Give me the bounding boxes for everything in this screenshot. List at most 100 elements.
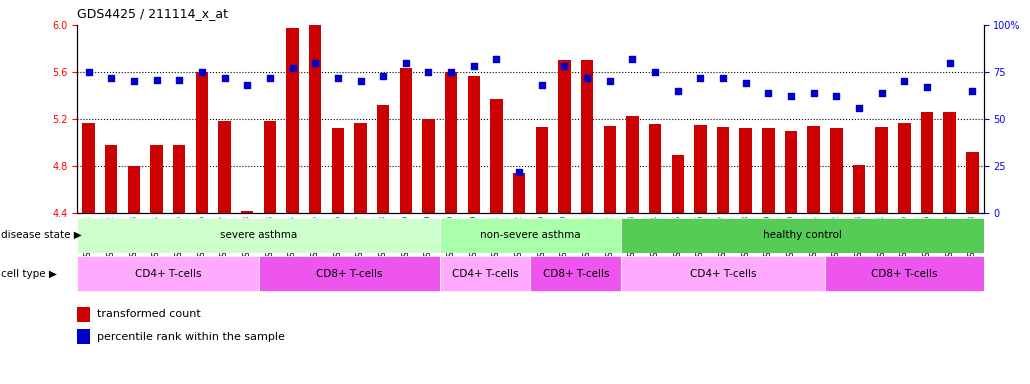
Point xyxy=(737,80,754,86)
Text: severe asthma: severe asthma xyxy=(219,230,297,240)
Point xyxy=(488,56,505,62)
Bar xyxy=(785,131,797,213)
Point xyxy=(443,69,459,75)
Point xyxy=(330,74,346,81)
Bar xyxy=(218,121,231,213)
Bar xyxy=(898,122,911,213)
Bar xyxy=(77,218,440,253)
Bar xyxy=(921,112,933,213)
Bar xyxy=(77,256,259,291)
Bar xyxy=(762,129,775,213)
Bar xyxy=(468,76,480,213)
Point xyxy=(941,60,958,66)
Text: non-severe asthma: non-severe asthma xyxy=(480,230,581,240)
Bar xyxy=(513,173,525,213)
Bar xyxy=(558,60,571,213)
Bar xyxy=(440,256,530,291)
Text: CD4+ T-cells: CD4+ T-cells xyxy=(135,268,201,279)
Bar xyxy=(309,25,321,213)
Text: CD8+ T-cells: CD8+ T-cells xyxy=(543,268,609,279)
Bar xyxy=(717,127,729,213)
Bar xyxy=(536,127,548,213)
Bar xyxy=(808,126,820,213)
Point xyxy=(873,89,890,96)
Point xyxy=(126,78,142,84)
Bar xyxy=(621,256,825,291)
Text: CD4+ T-cells: CD4+ T-cells xyxy=(452,268,518,279)
Point xyxy=(171,76,187,83)
Point xyxy=(284,65,301,71)
Point xyxy=(534,82,550,88)
Bar xyxy=(82,122,95,213)
Point xyxy=(692,74,709,81)
Bar xyxy=(286,28,299,213)
Text: cell type ▶: cell type ▶ xyxy=(1,268,57,279)
Bar xyxy=(445,72,457,213)
Bar xyxy=(400,68,412,213)
Point xyxy=(398,60,414,66)
Point xyxy=(760,89,777,96)
Point xyxy=(148,76,165,83)
Point xyxy=(624,56,641,62)
Point xyxy=(919,84,935,90)
Text: transformed count: transformed count xyxy=(97,310,201,319)
Text: CD8+ T-cells: CD8+ T-cells xyxy=(871,268,937,279)
Point xyxy=(511,169,527,175)
Text: disease state ▶: disease state ▶ xyxy=(1,230,81,240)
Bar xyxy=(649,124,661,213)
Point xyxy=(579,74,595,81)
Text: percentile rank within the sample: percentile rank within the sample xyxy=(97,332,285,342)
Point xyxy=(466,63,482,70)
Point xyxy=(964,88,981,94)
Point xyxy=(80,69,97,75)
Bar xyxy=(264,121,276,213)
Text: GDS4425 / 211114_x_at: GDS4425 / 211114_x_at xyxy=(77,7,229,20)
Bar xyxy=(422,119,435,213)
Bar xyxy=(196,72,208,213)
Bar xyxy=(530,256,621,291)
Bar xyxy=(825,256,984,291)
Text: CD4+ T-cells: CD4+ T-cells xyxy=(690,268,756,279)
Bar xyxy=(77,329,90,344)
Point xyxy=(602,78,618,84)
Point xyxy=(375,73,391,79)
Point xyxy=(647,69,663,75)
Point xyxy=(103,74,119,81)
Point xyxy=(352,78,369,84)
Bar xyxy=(621,218,984,253)
Bar xyxy=(354,122,367,213)
Bar xyxy=(241,211,253,213)
Point xyxy=(828,93,845,99)
Point xyxy=(851,105,867,111)
Bar xyxy=(150,145,163,213)
Text: healthy control: healthy control xyxy=(763,230,842,240)
Point xyxy=(194,69,210,75)
Point xyxy=(262,74,278,81)
Bar xyxy=(694,125,707,213)
Point xyxy=(805,89,822,96)
Point xyxy=(783,93,799,99)
Bar xyxy=(740,129,752,213)
Bar xyxy=(490,99,503,213)
Bar xyxy=(672,156,684,213)
Bar xyxy=(128,166,140,213)
Bar xyxy=(943,112,956,213)
Bar xyxy=(173,145,185,213)
Text: CD8+ T-cells: CD8+ T-cells xyxy=(316,268,382,279)
Bar xyxy=(876,127,888,213)
Bar xyxy=(77,307,90,322)
Bar xyxy=(966,152,978,213)
Point xyxy=(216,74,233,81)
Point xyxy=(307,60,323,66)
Bar xyxy=(440,218,621,253)
Bar xyxy=(581,60,593,213)
Bar xyxy=(377,105,389,213)
Point xyxy=(239,82,255,88)
Bar xyxy=(105,145,117,213)
Point xyxy=(896,78,913,84)
Bar xyxy=(830,129,843,213)
Bar xyxy=(259,256,440,291)
Bar xyxy=(604,126,616,213)
Point xyxy=(556,63,573,70)
Bar xyxy=(332,129,344,213)
